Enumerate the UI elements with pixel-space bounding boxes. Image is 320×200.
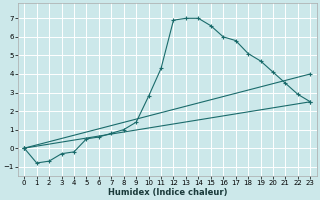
X-axis label: Humidex (Indice chaleur): Humidex (Indice chaleur): [108, 188, 227, 197]
